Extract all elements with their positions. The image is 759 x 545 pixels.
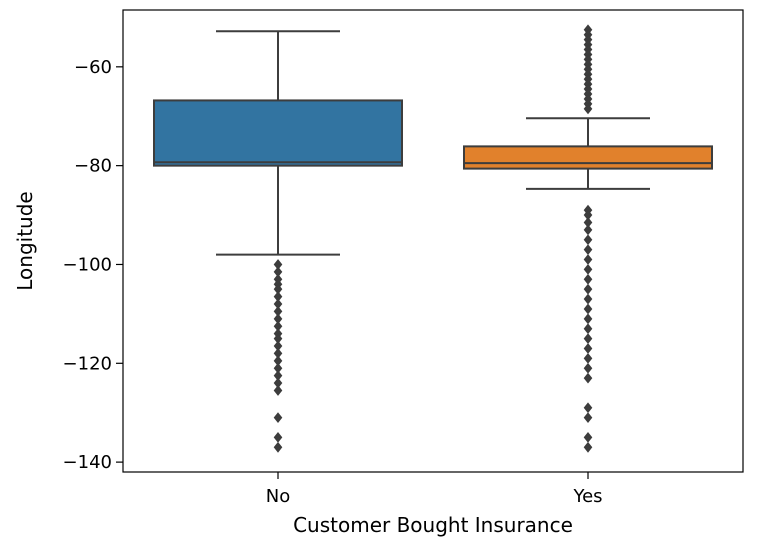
x-axis: No Yes (266, 472, 603, 507)
outlier-point (583, 313, 593, 325)
outlier-point (583, 402, 593, 414)
outlier-point (583, 103, 593, 115)
outlier-point (583, 283, 593, 295)
outlier-point (583, 352, 593, 364)
box-iqr (463, 145, 713, 170)
outlier-point (273, 385, 283, 396)
outlier-point (583, 323, 593, 335)
box-iqr (153, 99, 403, 167)
outlier-point (583, 273, 593, 285)
outlier-point (583, 264, 593, 275)
outlier-point (583, 303, 593, 315)
box-no (153, 30, 403, 453)
outlier-point (273, 441, 283, 453)
y-axis: −60 −80 −100 −120 −140 (63, 57, 123, 473)
outlier-point (583, 254, 593, 265)
outlier-point (273, 412, 283, 424)
x-axis-label: Customer Bought Insurance (293, 513, 573, 537)
outlier-point (583, 244, 593, 256)
box-yes (463, 24, 713, 453)
x-tick-label: Yes (572, 486, 602, 507)
y-tick-label: −60 (74, 57, 112, 78)
outlier-point (273, 432, 283, 443)
outlier-point (583, 441, 593, 453)
outlier-point (583, 234, 593, 246)
x-tick-label: No (266, 486, 290, 507)
outlier-point (583, 412, 593, 424)
y-tick-label: −140 (63, 452, 112, 473)
outlier-point (583, 333, 593, 344)
y-tick-label: −80 (74, 156, 112, 177)
outlier-point (583, 362, 593, 374)
y-tick-label: −100 (63, 254, 112, 275)
outlier-point (583, 343, 593, 354)
outlier-point (583, 293, 593, 305)
plot-layer (153, 24, 713, 453)
y-tick-label: −120 (63, 353, 112, 374)
outlier-point (583, 224, 593, 236)
outlier-point (583, 372, 593, 384)
y-axis-label: Longitude (13, 191, 37, 290)
plot-area-frame (122, 9, 744, 473)
outlier-point (583, 432, 593, 443)
